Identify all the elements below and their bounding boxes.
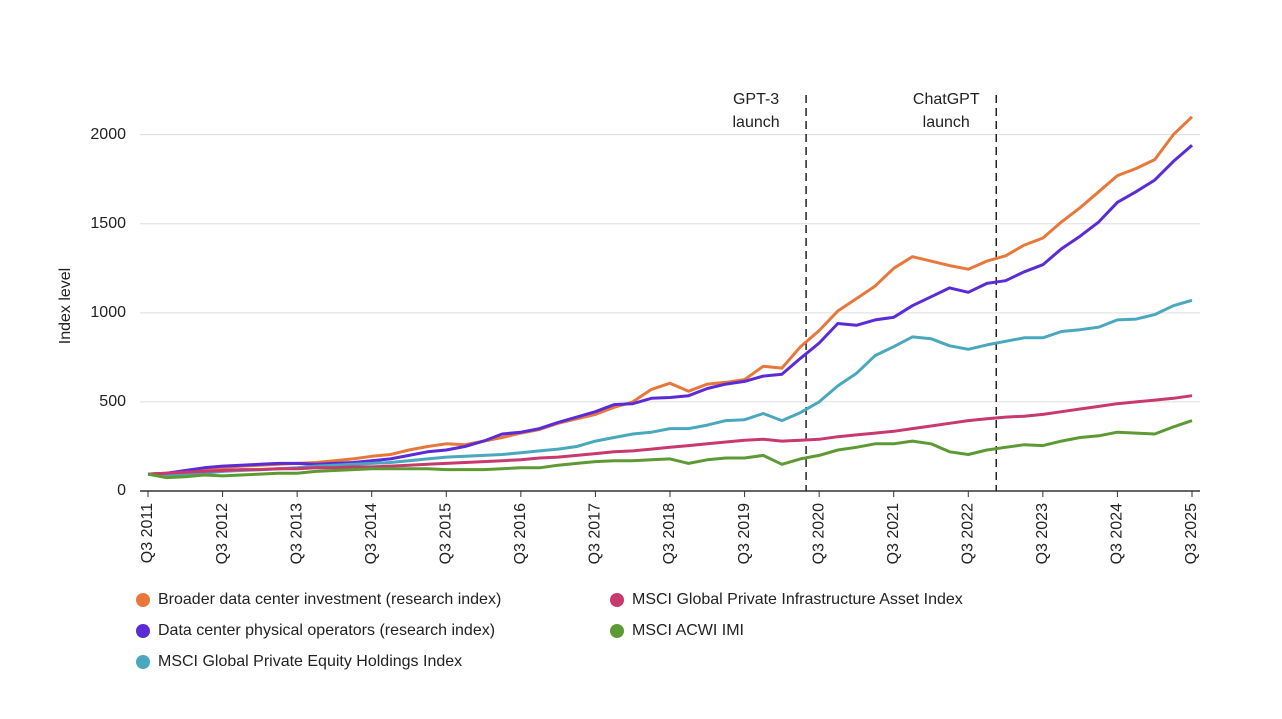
series-line [147,115,1194,476]
x-tick-label: Q3 2016 [512,503,529,564]
x-tick-label: Q3 2023 [1034,503,1051,564]
x-tick-label: Q3 2011 [139,503,156,563]
legend-marker [610,624,624,638]
x-tick-label: Q3 2019 [736,503,753,564]
x-tick-label: Q3 2020 [810,503,827,564]
x-tick-label: Q3 2012 [214,503,231,564]
legend-label: MSCI Global Private Equity Holdings Inde… [158,653,462,670]
annotation: launch [733,114,780,131]
y-tick-label: 1500 [90,215,126,232]
y-tick-label: 1000 [90,304,126,321]
annotation: GPT-3 [733,91,779,108]
annotation: launch [923,114,970,131]
legend-label: MSCI ACWI IMI [632,622,744,639]
annotation: ChatGPT [913,91,980,108]
legend-marker [136,624,150,638]
series-line [147,394,1193,476]
legend-label: Data center physical operators (research… [158,622,495,639]
x-tick-label: Q3 2018 [661,503,678,564]
y-tick-label: 2000 [90,126,126,143]
x-tick-label: Q3 2014 [363,503,380,564]
series-line [147,144,1193,476]
x-tick-label: Q3 2017 [587,503,604,564]
y-tick-label: 500 [99,393,126,410]
x-tick-label: Q3 2025 [1183,503,1200,564]
x-tick-label: Q3 2015 [438,503,455,564]
x-tick-label: Q3 2024 [1109,503,1126,564]
x-tick-label: Q3 2021 [885,503,902,564]
legend-label: Broader data center investment (research… [158,591,501,608]
legend-marker [136,593,150,607]
legend-marker [610,593,624,607]
series-line [147,298,1193,478]
y-tick-label: 0 [117,482,126,499]
x-tick-label: Q3 2013 [288,503,305,564]
series-line [147,419,1193,480]
y-axis-label: Index level [57,268,74,345]
legend-marker [136,655,150,669]
legend-label: MSCI Global Private Infrastructure Asset… [632,591,963,608]
x-tick-label: Q3 2022 [960,503,977,564]
